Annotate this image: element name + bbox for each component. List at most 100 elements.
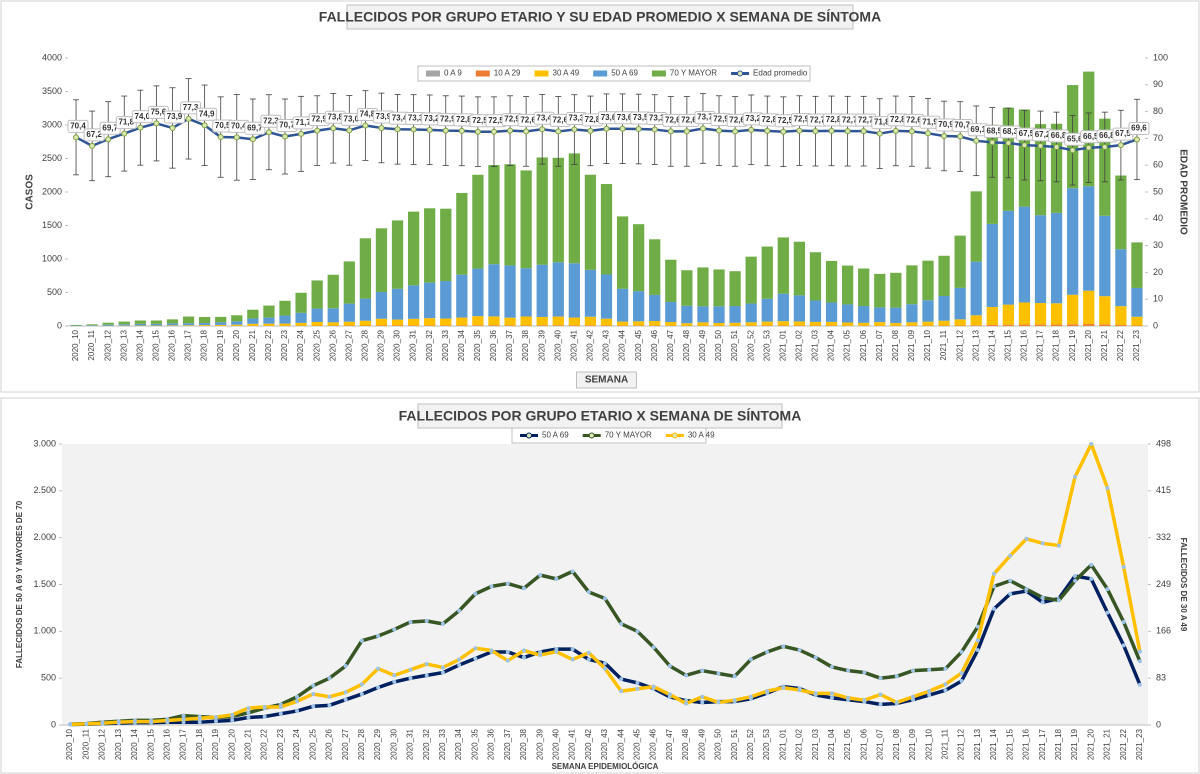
bar-segment — [1018, 302, 1031, 325]
series-marker — [1037, 142, 1044, 149]
series-marker — [554, 649, 559, 654]
series-marker — [959, 649, 964, 654]
bar-segment — [665, 301, 677, 323]
bar-segment — [375, 318, 388, 326]
bar-segment — [729, 306, 741, 323]
series-marker — [651, 126, 658, 133]
x-tick-label: 2020_43 — [602, 329, 611, 361]
bar-segment — [890, 323, 902, 326]
x-tick-label: 2020_25 — [312, 329, 321, 361]
bar-segment — [697, 306, 709, 323]
x-tick-label: 2021_13 — [971, 329, 980, 361]
x-tick-label: 2020_28 — [357, 728, 366, 760]
series-marker — [619, 677, 624, 682]
y-tick-label: 2000 — [42, 186, 62, 196]
x-tick-label: 2020_52 — [746, 728, 755, 760]
y-tick-label: 0 — [51, 719, 56, 729]
x-tick-label: 2020_45 — [634, 329, 643, 361]
data-label: 73,9 — [167, 112, 183, 121]
x-tick-label: 2020_37 — [505, 329, 514, 361]
data-label: 70,7 — [279, 121, 295, 130]
series-marker — [765, 649, 770, 654]
bar-segment — [118, 324, 130, 326]
series-marker — [201, 122, 208, 129]
data-label: 72,5 — [488, 116, 504, 125]
bar-segment — [102, 324, 114, 326]
series-marker — [362, 122, 369, 129]
x-tick-label: 2020_49 — [698, 329, 707, 361]
x-tick-label: 2020_25 — [308, 728, 317, 760]
data-label: 72,9 — [311, 115, 327, 124]
x-tick-label: 2020_29 — [377, 329, 386, 361]
bar-segment — [1018, 324, 1031, 326]
bar-segment — [440, 325, 452, 326]
series-marker — [181, 713, 186, 718]
series-marker — [571, 126, 578, 133]
y2-tick-label: 50 — [1153, 186, 1163, 196]
data-label: 74,0 — [135, 112, 151, 121]
x-tick-label: 2021_12 — [957, 728, 966, 760]
series-marker — [426, 126, 433, 133]
bar-segment — [1034, 303, 1047, 325]
x-tick-label: 2020_20 — [227, 728, 236, 760]
data-label: 69,7 — [247, 123, 263, 132]
series-marker — [457, 663, 462, 668]
bar-segment — [890, 307, 902, 324]
x-tick-label: 2021_04 — [827, 329, 836, 361]
bar-segment — [665, 259, 677, 302]
x-tick-label: 2020_19 — [211, 728, 220, 760]
series-marker — [246, 710, 251, 715]
bar-segment — [166, 323, 179, 326]
bar-segment — [552, 316, 564, 326]
series-marker — [1073, 578, 1078, 583]
y-tick-label: 3500 — [42, 86, 62, 96]
x-tick-label: 2020_43 — [600, 728, 609, 760]
series-marker — [732, 674, 737, 679]
bar-segment — [552, 262, 564, 317]
data-label: 69,6 — [1131, 124, 1147, 133]
x-tick-label: 2020_24 — [292, 728, 301, 760]
bar-segment — [568, 325, 580, 326]
x-tick-label: 2020_21 — [248, 329, 257, 361]
x-tick-label: 2020_17 — [184, 329, 193, 361]
data-label: 70,4 — [70, 121, 86, 130]
data-label: 68,3 — [1003, 127, 1019, 136]
legend-swatch — [671, 432, 678, 439]
legend-swatch — [534, 70, 549, 77]
series-marker — [781, 644, 786, 649]
bar-segment — [182, 323, 195, 326]
bar-segment — [391, 319, 404, 326]
series-marker — [1121, 619, 1126, 624]
data-label: 67,5 — [1115, 129, 1131, 138]
data-label: 72,5 — [472, 116, 488, 125]
series-marker — [505, 649, 510, 654]
series-marker — [862, 670, 867, 675]
y2-axis-title: FALLECIDOS DE 30 A 49 — [1179, 538, 1188, 632]
y2-tick-label: 166 — [1156, 626, 1171, 636]
bar-segment — [520, 268, 532, 317]
bar-segment — [713, 306, 725, 324]
bar-segment — [841, 304, 854, 323]
data-label: 73,3 — [569, 114, 585, 123]
bar-segment — [729, 322, 741, 326]
y-tick-label: 3000 — [42, 119, 62, 129]
x-tick-label: 2020_18 — [195, 728, 204, 760]
series-marker — [732, 698, 737, 703]
x-tick-label: 2021_11 — [939, 329, 948, 360]
bar-segment — [584, 174, 597, 270]
series-marker — [651, 645, 656, 650]
x-tick-label: 2021_13 — [973, 728, 982, 760]
series-marker — [1105, 486, 1110, 491]
x-tick-label: 2021_08 — [892, 728, 901, 760]
bar-segment — [1083, 290, 1095, 325]
bar-segment — [504, 164, 516, 266]
x-tick-label: 2021_02 — [795, 728, 804, 760]
x-tick-label: 2021_23 — [1132, 329, 1141, 361]
bar-segment — [456, 274, 468, 318]
series-marker — [343, 690, 348, 695]
x-tick-label: 2020_46 — [650, 329, 659, 361]
data-label: 72,7 — [810, 115, 826, 124]
y2-tick-label: 70 — [1153, 133, 1163, 143]
series-marker — [992, 584, 997, 589]
data-label: 70,7 — [954, 121, 970, 130]
